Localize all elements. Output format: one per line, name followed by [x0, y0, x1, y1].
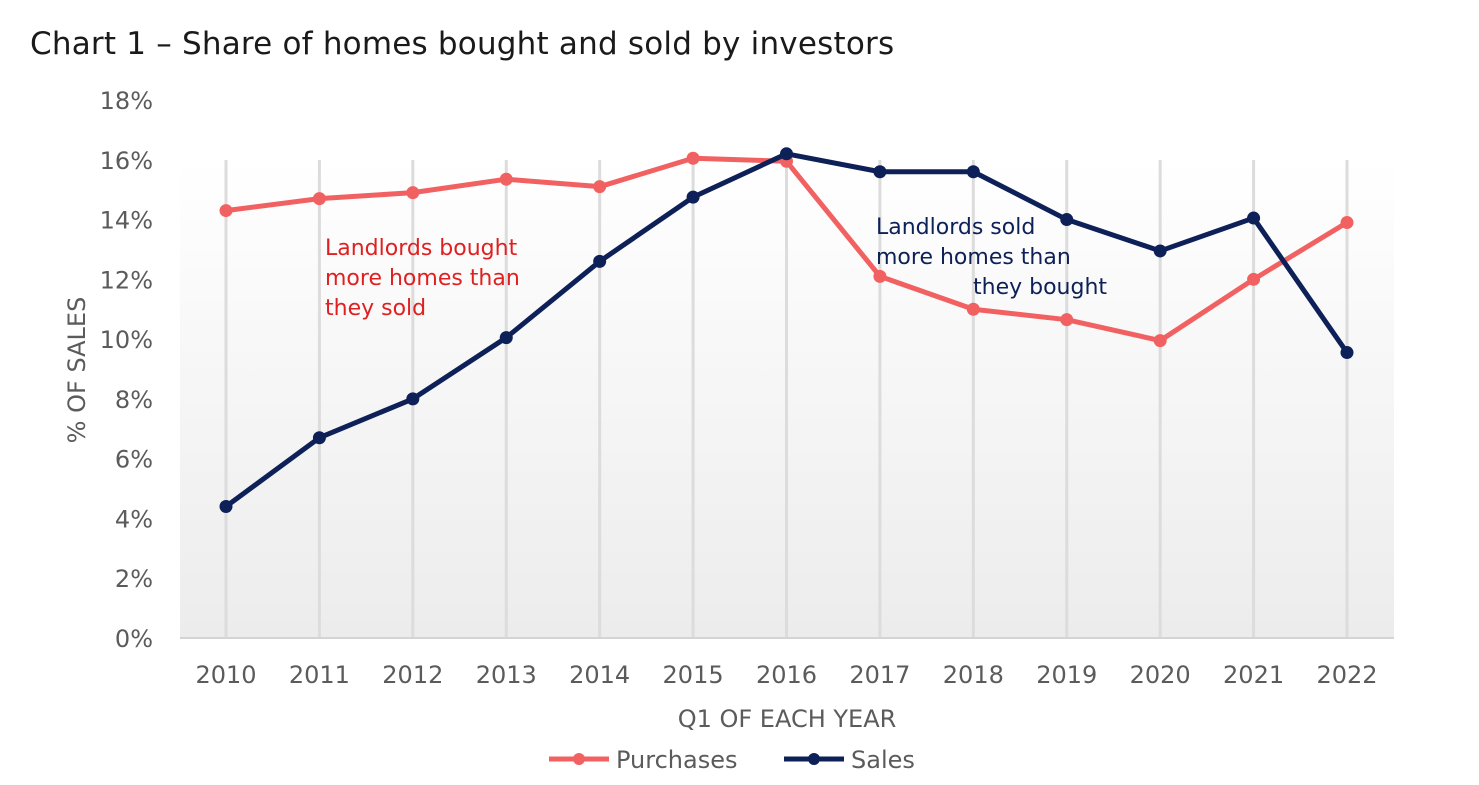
point-purchases-2021	[1247, 272, 1261, 286]
chart-title: Chart 1 – Share of homes bought and sold…	[30, 26, 895, 62]
x-tick-label-2014: 2014	[569, 661, 630, 689]
series-lines	[219, 147, 1354, 513]
x-tick-label-2019: 2019	[1036, 661, 1097, 689]
series-sales	[219, 147, 1354, 513]
y-axis-title: % OF SALES	[63, 297, 91, 444]
point-sales-2011	[312, 431, 326, 445]
annotations: Landlords bought more homes than they sold…	[325, 215, 1107, 321]
legend: Purchases Sales	[549, 746, 915, 774]
point-sales-2017	[873, 165, 887, 179]
y-axis-ticks: 0% 2% 4% 6% 8% 10% 12% 14% 16% 18%	[100, 87, 153, 653]
point-sales-2016	[780, 147, 793, 161]
point-sales-2013	[499, 331, 513, 345]
series-purchases	[219, 151, 1354, 348]
point-sales-2019	[1060, 213, 1074, 227]
point-purchases-2010	[219, 204, 233, 218]
y-tick-label-14: 14%	[100, 207, 153, 235]
annotation-2: Landlords sold more homes than they bought	[876, 215, 1107, 300]
x-tick-label-2011: 2011	[289, 661, 350, 689]
y-tick-label-6: 6%	[115, 446, 153, 474]
point-purchases-2013	[499, 172, 513, 186]
point-purchases-2012	[406, 186, 420, 200]
y-tick-label-10: 10%	[100, 326, 153, 354]
point-purchases-2017	[873, 269, 887, 283]
point-purchases-2011	[312, 192, 326, 206]
point-purchases-2018	[966, 302, 980, 316]
y-tick-label-0: 0%	[115, 625, 153, 653]
x-tick-label-2016: 2016	[756, 661, 817, 689]
legend-label-sales: Sales	[851, 746, 915, 774]
point-sales-2022	[1340, 346, 1354, 360]
point-purchases-2019	[1060, 313, 1074, 327]
x-axis-title: Q1 OF EACH YEAR	[678, 705, 897, 733]
point-sales-2018	[966, 165, 980, 179]
y-tick-label-16: 16%	[100, 147, 153, 175]
annotation-2-line-3: they bought	[973, 275, 1107, 300]
point-sales-2010	[219, 499, 233, 513]
y-tick-label-4: 4%	[115, 505, 153, 533]
point-purchases-2014	[593, 180, 607, 194]
annotation-1-line-2: more homes than	[325, 266, 520, 291]
x-tick-label-2018: 2018	[943, 661, 1004, 689]
annotation-1-line-1: Landlords bought	[325, 236, 518, 261]
point-sales-2012	[406, 392, 420, 406]
annotation-2-line-2: more homes than	[876, 245, 1071, 270]
x-tick-label-2022: 2022	[1316, 661, 1377, 689]
point-sales-2020	[1153, 244, 1167, 258]
point-purchases-2022	[1340, 216, 1354, 230]
annotation-1-line-3: they sold	[325, 296, 426, 321]
x-tick-label-2015: 2015	[663, 661, 724, 689]
y-tick-label-8: 8%	[115, 386, 153, 414]
annotation-1: Landlords bought more homes than they sold	[325, 236, 520, 321]
x-tick-label-2017: 2017	[849, 661, 910, 689]
y-tick-label-12: 12%	[100, 266, 153, 294]
gridlines	[224, 160, 1349, 638]
y-tick-label-2: 2%	[115, 565, 153, 593]
x-tick-label-2021: 2021	[1223, 661, 1284, 689]
legend-item-sales: Sales	[784, 746, 915, 774]
point-sales-2021	[1247, 211, 1261, 225]
point-purchases-2020	[1153, 334, 1167, 348]
point-sales-2014	[593, 254, 607, 268]
annotation-2-line-1: Landlords sold	[876, 215, 1035, 240]
point-purchases-2015	[686, 151, 700, 165]
x-axis-ticks: 2010 2011 2012 2013 2014 2015 2016 2017 2018 2019…	[195, 661, 1377, 689]
point-sales-2015	[686, 190, 700, 204]
legend-label-purchases: Purchases	[616, 746, 738, 774]
y-tick-label-18: 18%	[100, 87, 153, 115]
legend-marker-purchases	[573, 753, 585, 765]
legend-marker-sales	[808, 753, 820, 765]
legend-item-purchases: Purchases	[549, 746, 738, 774]
x-tick-label-2012: 2012	[382, 661, 443, 689]
x-tick-label-2020: 2020	[1130, 661, 1191, 689]
x-tick-label-2010: 2010	[195, 661, 256, 689]
x-tick-label-2013: 2013	[476, 661, 537, 689]
